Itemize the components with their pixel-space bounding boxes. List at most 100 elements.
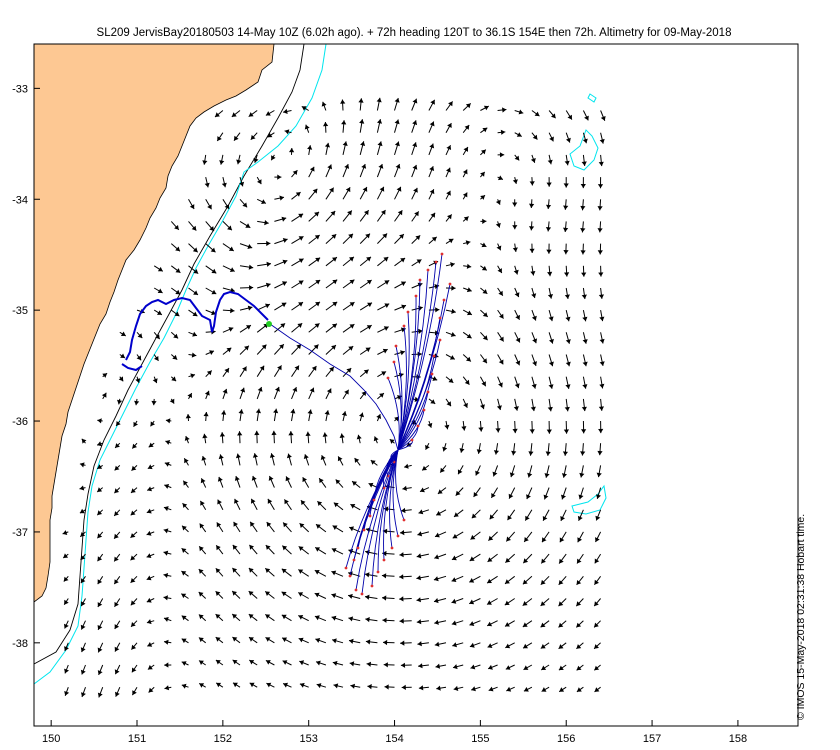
forecast-endpoint [356, 546, 360, 550]
current-arrow [198, 591, 207, 599]
current-arrow [425, 442, 430, 450]
current-arrow [114, 442, 121, 449]
lat-tick-label: -36 [12, 416, 28, 428]
current-arrow [522, 642, 533, 649]
current-arrow [274, 343, 285, 355]
current-arrow [331, 638, 344, 644]
current-arrow [452, 531, 464, 539]
current-arrow [325, 164, 332, 178]
current-arrow [285, 476, 292, 488]
current-arrow [231, 613, 241, 622]
current-arrow [497, 175, 504, 181]
current-arrow [529, 221, 535, 231]
current-arrow [545, 443, 551, 456]
current-arrow [445, 144, 452, 156]
current-arrow [356, 434, 362, 444]
current-arrow [451, 620, 464, 626]
current-arrow [411, 142, 418, 156]
forecast-endpoint [360, 592, 364, 596]
current-arrow [445, 308, 456, 314]
current-arrow [354, 457, 361, 466]
current-arrow [350, 683, 361, 689]
current-arrow [495, 420, 501, 433]
current-arrow [308, 188, 318, 200]
current-arrow [529, 420, 535, 434]
current-arrow [204, 176, 210, 188]
current-arrow [341, 411, 347, 422]
current-arrow [79, 531, 86, 538]
current-arrow [181, 661, 189, 666]
current-arrow [522, 598, 533, 606]
current-arrow [146, 619, 155, 625]
lat-tick-label: -37 [12, 527, 28, 539]
current-arrow [394, 186, 402, 200]
current-arrow [198, 660, 206, 666]
current-arrow [256, 344, 267, 355]
current-arrow [401, 684, 412, 690]
current-arrow [547, 154, 553, 165]
current-arrow [205, 370, 213, 378]
current-arrow [290, 408, 296, 422]
current-arrow [147, 664, 155, 670]
current-arrow [546, 243, 552, 254]
current-arrow [302, 476, 310, 488]
current-arrow [383, 662, 395, 668]
current-arrow [359, 390, 367, 400]
current-arrow [97, 598, 104, 608]
current-arrow [271, 430, 277, 444]
current-arrow [434, 641, 447, 647]
current-arrow [342, 233, 354, 244]
current-arrow [514, 154, 520, 161]
current-arrow [593, 576, 602, 585]
current-arrow [506, 686, 515, 692]
current-arrow [512, 221, 518, 230]
current-arrow [507, 509, 516, 521]
current-arrow [79, 508, 86, 514]
current-arrow [348, 616, 361, 622]
current-arrow [198, 614, 207, 622]
current-arrow [593, 642, 601, 650]
current-arrow [548, 354, 554, 367]
current-arrow [266, 521, 275, 533]
current-arrow [359, 412, 364, 422]
current-arrow [377, 371, 387, 378]
current-arrow [182, 480, 189, 488]
forecast-drift-path [345, 449, 399, 569]
current-arrow [526, 487, 533, 500]
current-arrow [165, 440, 172, 445]
current-arrow [80, 553, 86, 561]
current-arrow [64, 687, 70, 696]
current-arrow [331, 615, 344, 622]
current-arrow [222, 327, 234, 333]
current-arrow [475, 465, 481, 476]
current-arrow [341, 120, 347, 133]
current-arrow [596, 465, 602, 478]
current-arrow [598, 154, 604, 167]
current-arrow [305, 431, 311, 444]
current-arrow [400, 507, 412, 514]
current-arrow [496, 398, 502, 411]
current-arrow [188, 309, 198, 317]
current-arrow [308, 279, 321, 289]
current-arrow [581, 265, 587, 277]
current-arrow [282, 682, 292, 688]
current-arrow [342, 279, 355, 289]
current-arrow [428, 143, 435, 156]
current-arrow [495, 221, 501, 228]
forecast-drift-path [397, 391, 429, 451]
forecast-drift-path [397, 269, 429, 451]
forecast-endpoint [402, 324, 406, 328]
current-arrow [540, 553, 550, 564]
current-arrow [170, 265, 181, 274]
current-arrow [321, 101, 327, 111]
current-arrow [274, 323, 286, 333]
current-arrow [492, 465, 499, 477]
current-arrow [434, 531, 447, 538]
current-arrow [548, 332, 554, 344]
current-arrow [434, 553, 447, 560]
current-arrow [359, 256, 372, 267]
current-arrow [451, 575, 464, 582]
forecast-drift-path [397, 409, 425, 451]
current-arrow [497, 309, 504, 319]
current-arrow [523, 531, 533, 543]
